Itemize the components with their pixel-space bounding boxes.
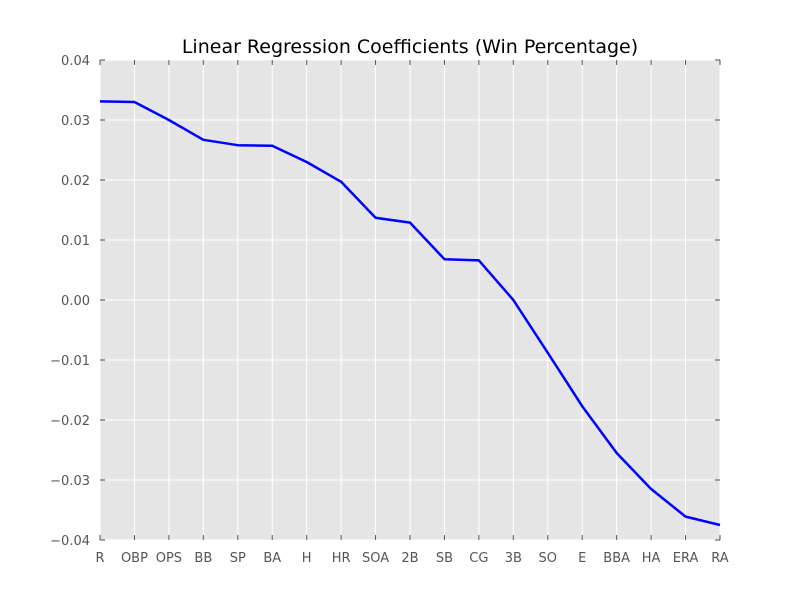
- y-tick-label: 0.04: [61, 54, 90, 69]
- tick-marks: [99, 59, 721, 541]
- x-tick-label: BBA: [603, 551, 630, 566]
- x-tick-label: CG: [469, 551, 488, 566]
- x-tick-label: RA: [711, 551, 729, 566]
- x-tick-label: ERA: [673, 551, 699, 566]
- x-tick-label: BA: [263, 551, 281, 566]
- x-tick-label: 2B: [401, 551, 418, 566]
- x-tick-labels: R OBP OPS BB SP BA H HR SOA 2B SB CG 3B SO E BBA HA ERA RA: [95, 551, 728, 566]
- y-tick-label: −0.04: [50, 534, 90, 549]
- y-tick-label: −0.02: [50, 414, 90, 429]
- y-tick-label: 0.00: [61, 294, 90, 309]
- x-tick-label: H: [302, 551, 312, 566]
- x-tick-label: OBP: [121, 551, 148, 566]
- x-tick-label: R: [95, 551, 104, 566]
- x-tick-label: SP: [230, 551, 246, 566]
- series-group: [99, 100, 721, 527]
- y-tick-label: 0.02: [61, 174, 90, 189]
- x-tick-label: SOA: [362, 551, 389, 566]
- x-tick-label: SB: [436, 551, 453, 566]
- y-tick-label: 0.03: [61, 114, 90, 129]
- y-tick-labels: 0.04 0.03 0.02 0.01 0.00 −0.01 −0.02 −0.03 −0.04: [50, 54, 90, 549]
- chart-title: Linear Regression Coefficients (Win Perc…: [182, 36, 638, 58]
- x-tick-label: SO: [539, 551, 557, 566]
- y-tick-label: −0.03: [50, 474, 90, 489]
- x-tick-label: HA: [642, 551, 661, 566]
- y-tick-label: 0.01: [61, 234, 90, 249]
- x-tick-label: OPS: [156, 551, 182, 566]
- x-tick-label: 3B: [505, 551, 522, 566]
- x-tick-label: E: [578, 551, 586, 566]
- x-tick-label: BB: [194, 551, 212, 566]
- x-tick-label: HR: [332, 551, 351, 566]
- y-tick-label: −0.01: [50, 354, 90, 369]
